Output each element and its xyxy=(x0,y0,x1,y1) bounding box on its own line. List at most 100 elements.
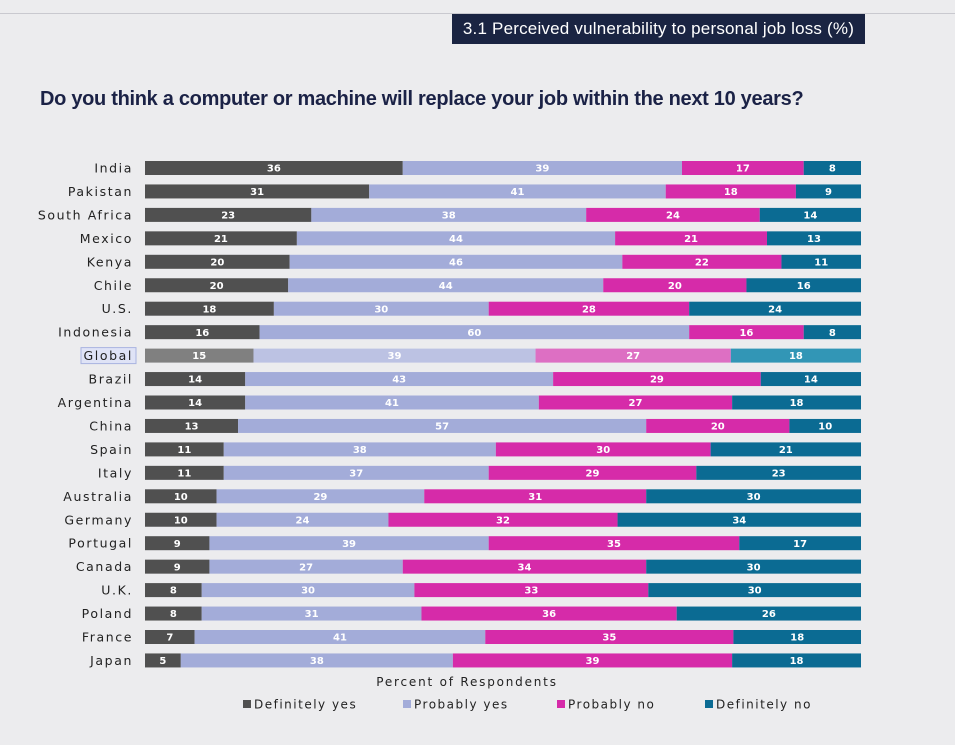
data-label-definitely-yes-india: 36 xyxy=(267,164,281,175)
bar-probably-no-germany xyxy=(388,512,618,527)
category-label-indonesia: Indonesia xyxy=(58,325,133,340)
data-label-definitely-no-poland: 26 xyxy=(762,609,776,620)
data-label-probably-yes-china: 57 xyxy=(435,422,449,433)
bar-definitely-yes-mexico xyxy=(145,231,297,246)
bar-definitely-yes-china xyxy=(145,418,239,433)
legend-swatch-definitely-yes xyxy=(243,700,251,708)
data-label-definitely-yes-argentina: 14 xyxy=(188,398,202,409)
bar-definitely-no-spain xyxy=(710,442,861,457)
bar-probably-yes-chile xyxy=(288,278,604,293)
data-label-probably-no-france: 35 xyxy=(602,633,616,644)
data-label-probably-no-chile: 20 xyxy=(668,281,682,292)
bar-definitely-no-france xyxy=(733,630,861,644)
data-label-definitely-no-france: 18 xyxy=(790,633,804,644)
bar-probably-yes-indonesia xyxy=(259,325,690,340)
data-label-probably-yes-global: 39 xyxy=(388,351,402,362)
data-label-probably-yes-japan: 38 xyxy=(310,656,324,667)
category-label-mexico: Mexico xyxy=(80,231,133,246)
bar-probably-yes-japan xyxy=(180,653,453,668)
category-label-brazil: Brazil xyxy=(89,372,133,387)
data-label-definitely-yes-chile: 20 xyxy=(210,281,224,292)
bar-probably-yes-pakistan xyxy=(369,184,666,199)
data-label-definitely-yes-brazil: 14 xyxy=(188,375,202,386)
data-label-definitely-no-global: 18 xyxy=(789,351,803,362)
bar-probably-no-global xyxy=(535,348,731,363)
page-title: Do you think a computer or machine will … xyxy=(40,88,804,110)
data-label-definitely-yes-spain: 11 xyxy=(177,445,191,456)
data-label-definitely-yes-portugal: 9 xyxy=(174,539,181,550)
category-label-germany: Germany xyxy=(64,512,133,527)
data-label-probably-yes-india: 39 xyxy=(535,164,549,175)
data-label-probably-no-india: 17 xyxy=(736,164,750,175)
data-label-probably-no-u-k: 33 xyxy=(524,586,538,597)
data-label-probably-yes-spain: 38 xyxy=(353,445,367,456)
data-label-definitely-yes-canada: 9 xyxy=(174,562,181,573)
bar-definitely-no-mexico xyxy=(766,231,861,246)
bar-definitely-yes-south-africa xyxy=(145,207,312,222)
bar-probably-no-italy xyxy=(488,465,697,480)
data-label-definitely-yes-france: 7 xyxy=(166,633,173,644)
bar-definitely-yes-canada xyxy=(145,559,210,574)
data-label-definitely-no-portugal: 17 xyxy=(793,539,807,550)
data-label-definitely-no-u-s: 24 xyxy=(768,304,782,315)
category-label-japan: Japan xyxy=(89,653,133,668)
data-label-definitely-no-spain: 21 xyxy=(779,445,793,456)
data-label-probably-yes-italy: 37 xyxy=(349,468,363,479)
data-label-probably-yes-south-africa: 38 xyxy=(442,211,456,222)
data-label-definitely-yes-poland: 8 xyxy=(170,609,177,620)
bar-probably-yes-china xyxy=(238,418,647,433)
data-label-probably-no-south-africa: 24 xyxy=(666,211,680,222)
bar-definitely-no-indonesia xyxy=(803,325,861,340)
data-label-definitely-no-indonesia: 8 xyxy=(829,328,836,339)
legend-label-definitely-no: Definitely no xyxy=(716,698,812,712)
legend-swatch-probably-no xyxy=(557,700,565,708)
bar-definitely-yes-chile xyxy=(145,278,289,293)
bar-definitely-yes-u-s xyxy=(145,301,274,316)
bar-definitely-yes-brazil xyxy=(145,372,246,387)
bar-definitely-no-u-s xyxy=(689,301,861,316)
data-label-probably-no-japan: 39 xyxy=(586,656,600,667)
data-label-probably-yes-france: 41 xyxy=(333,633,347,644)
bar-definitely-no-japan xyxy=(732,653,861,668)
data-label-probably-no-mexico: 21 xyxy=(684,234,698,245)
data-label-definitely-no-australia: 30 xyxy=(747,492,761,503)
category-label-poland: Poland xyxy=(82,606,133,621)
bar-definitely-yes-france xyxy=(145,630,195,644)
data-label-definitely-no-chile: 16 xyxy=(797,281,811,292)
legend-swatch-definitely-no xyxy=(705,700,713,708)
bar-probably-no-brazil xyxy=(553,372,761,387)
bar-probably-no-chile xyxy=(603,278,747,293)
data-label-probably-no-china: 20 xyxy=(711,422,725,433)
data-label-probably-no-canada: 34 xyxy=(518,562,532,573)
bar-definitely-yes-portugal xyxy=(145,536,210,551)
bar-probably-yes-germany xyxy=(216,512,389,527)
bar-probably-no-u-s xyxy=(488,301,690,316)
data-label-probably-no-indonesia: 16 xyxy=(739,328,753,339)
data-label-definitely-yes-australia: 10 xyxy=(174,492,188,503)
data-label-probably-yes-canada: 27 xyxy=(299,562,313,573)
bar-definitely-yes-indonesia xyxy=(145,325,260,340)
bar-definitely-no-portugal xyxy=(739,536,861,551)
bar-definitely-yes-italy xyxy=(145,465,224,480)
data-label-definitely-yes-italy: 11 xyxy=(177,468,191,479)
section-tag: 3.1 Perceived vulnerability to personal … xyxy=(452,14,865,44)
data-label-definitely-yes-japan: 5 xyxy=(159,656,166,667)
bar-definitely-no-south-africa xyxy=(759,207,861,222)
data-label-probably-no-poland: 36 xyxy=(542,609,556,620)
category-label-australia: Australia xyxy=(63,489,133,504)
bar-probably-no-france xyxy=(485,630,734,644)
bar-probably-no-kenya xyxy=(622,254,782,269)
bar-definitely-yes-argentina xyxy=(145,395,246,410)
data-label-probably-no-italy: 29 xyxy=(586,468,600,479)
bar-probably-no-south-africa xyxy=(586,207,760,222)
data-label-definitely-yes-china: 13 xyxy=(185,422,199,433)
data-label-definitely-no-germany: 34 xyxy=(732,515,746,526)
category-label-u-s: U.S. xyxy=(102,301,133,316)
data-label-definitely-yes-pakistan: 31 xyxy=(250,187,264,198)
bar-definitely-no-india xyxy=(803,161,861,175)
category-label-france: France xyxy=(82,630,133,645)
bar-probably-yes-france xyxy=(194,630,486,644)
bar-probably-yes-poland xyxy=(201,606,422,621)
bar-definitely-yes-pakistan xyxy=(145,184,370,199)
bar-definitely-no-germany xyxy=(617,512,861,527)
